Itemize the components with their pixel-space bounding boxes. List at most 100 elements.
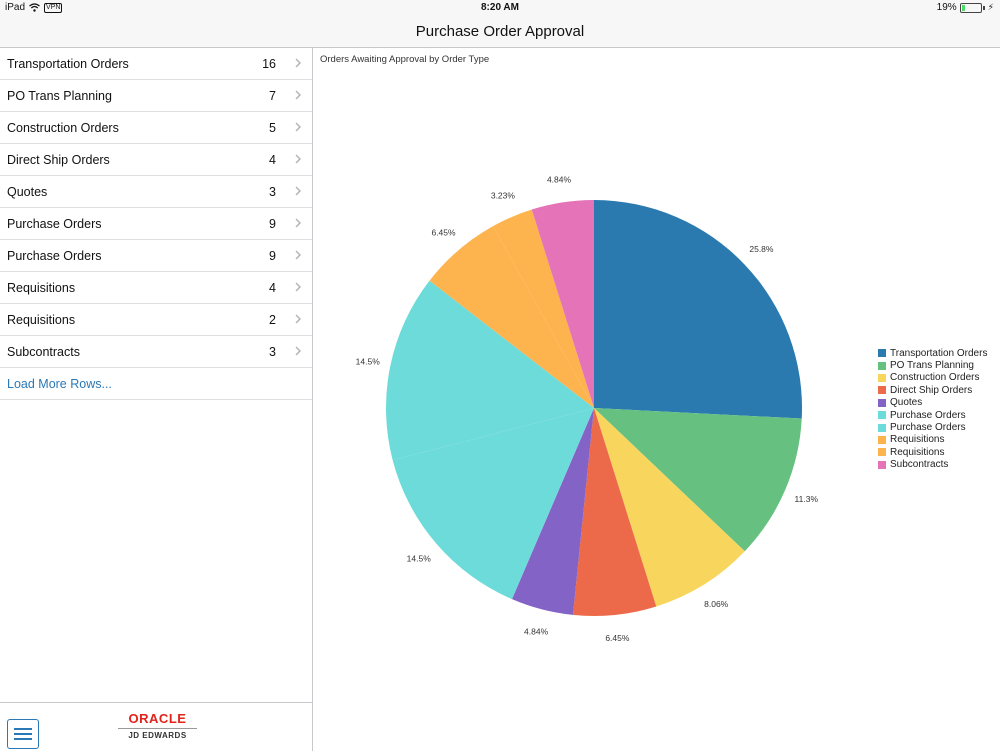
- legend-swatch: [878, 448, 886, 457]
- list-item-count: 2: [269, 312, 276, 327]
- chevron-right-icon: [295, 58, 301, 68]
- list-item-label: Requisitions: [7, 312, 76, 327]
- list-item-label: Construction Orders: [7, 120, 119, 135]
- legend-label: Transportation Orders: [890, 347, 988, 359]
- vpn-badge: VPN: [44, 2, 63, 13]
- pie-slice-label: 4.84%: [547, 175, 572, 185]
- legend-label: Requisitions: [890, 446, 945, 458]
- list-item-label: Purchase Orders: [7, 248, 102, 263]
- legend-item[interactable]: Construction Orders: [878, 372, 987, 384]
- list-item[interactable]: Construction Orders 5: [0, 112, 312, 144]
- legend-label: Purchase Orders: [890, 422, 966, 434]
- legend-swatch: [878, 435, 886, 444]
- legend-item[interactable]: PO Trans Planning: [878, 359, 987, 371]
- chart-title: Orders Awaiting Approval by Order Type: [320, 54, 490, 65]
- legend-label: Construction Orders: [890, 372, 980, 384]
- list-item-count: 4: [269, 280, 276, 295]
- chevron-right-icon: [295, 122, 301, 132]
- list-item[interactable]: Requisitions 4: [0, 272, 312, 304]
- battery-tip: [982, 5, 985, 10]
- legend-item[interactable]: Purchase Orders: [878, 421, 987, 433]
- status-right: 19% ⚡: [937, 2, 994, 13]
- list-item[interactable]: Purchase Orders 9: [0, 208, 312, 240]
- list-item-label: Quotes: [7, 184, 48, 199]
- pie-slice[interactable]: [429, 226, 594, 408]
- pie-slice[interactable]: [392, 408, 594, 600]
- list-item[interactable]: Transportation Orders 16: [0, 48, 312, 80]
- list-item-label: Subcontracts: [7, 344, 80, 359]
- pie-slice-label: 6.45%: [431, 228, 456, 238]
- order-type-list: Transportation Orders 16 PO Trans Planni…: [0, 48, 313, 702]
- pie-slice[interactable]: [594, 408, 802, 552]
- chevron-right-icon: [295, 186, 301, 196]
- charging-bolt-icon: ⚡: [987, 2, 994, 12]
- pie-slice[interactable]: [594, 408, 745, 607]
- list-item-count: 4: [269, 152, 276, 167]
- logo-divider: [118, 728, 197, 729]
- pie-slice-label: 4.84%: [524, 627, 549, 637]
- pie-slice[interactable]: [493, 209, 594, 408]
- chart-legend: Transportation Orders PO Trans Planning Co…: [878, 347, 987, 471]
- legend-item[interactable]: Requisitions: [878, 446, 987, 458]
- list-item[interactable]: Direct Ship Orders 4: [0, 144, 312, 176]
- pie-slice[interactable]: [531, 200, 594, 408]
- list-item-count: 3: [269, 344, 276, 359]
- legend-label: Subcontracts: [890, 459, 949, 471]
- chevron-right-icon: [295, 250, 301, 260]
- list-item[interactable]: Purchase Orders 9: [0, 240, 312, 272]
- legend-swatch: [878, 349, 886, 358]
- pie-slice-label: 8.06%: [704, 599, 729, 609]
- list-item-count: 9: [269, 216, 276, 231]
- legend-item[interactable]: Subcontracts: [878, 459, 987, 471]
- page-title: Purchase Order Approval: [415, 23, 585, 40]
- load-more-rows-link[interactable]: Load More Rows...: [0, 368, 312, 400]
- pie-slice[interactable]: [594, 200, 802, 419]
- legend-label: Direct Ship Orders: [890, 384, 973, 396]
- legend-label: Purchase Orders: [890, 409, 966, 421]
- chevron-right-icon: [295, 154, 301, 164]
- pie-slice[interactable]: [572, 408, 657, 616]
- pie-slice[interactable]: [511, 408, 594, 615]
- list-item[interactable]: PO Trans Planning 7: [0, 80, 312, 112]
- list-item-label: Direct Ship Orders: [7, 152, 110, 167]
- legend-swatch: [878, 411, 886, 420]
- list-item-label: PO Trans Planning: [7, 88, 112, 103]
- hamburger-menu-icon[interactable]: [7, 719, 39, 749]
- legend-label: Quotes: [890, 397, 923, 409]
- list-item[interactable]: Subcontracts 3: [0, 336, 312, 368]
- legend-item[interactable]: Requisitions: [878, 434, 987, 446]
- legend-item[interactable]: Quotes: [878, 397, 987, 409]
- battery-icon: [959, 2, 982, 13]
- pie-slice-label: 25.8%: [749, 244, 774, 254]
- status-time: 8:20 AM: [481, 2, 519, 13]
- list-item-count: 5: [269, 120, 276, 135]
- legend-swatch: [878, 398, 886, 407]
- chevron-right-icon: [295, 346, 301, 356]
- legend-swatch: [878, 373, 886, 382]
- list-item-count: 3: [269, 184, 276, 199]
- list-item-count: 16: [262, 56, 276, 71]
- legend-label: PO Trans Planning: [890, 360, 974, 372]
- legend-item[interactable]: Purchase Orders: [878, 409, 987, 421]
- list-item[interactable]: Quotes 3: [0, 176, 312, 208]
- chevron-right-icon: [295, 314, 301, 324]
- legend-swatch: [878, 361, 886, 370]
- logo-oracle-text: ORACLE: [128, 711, 187, 726]
- battery-level: [961, 4, 966, 11]
- list-item-count: 9: [269, 248, 276, 263]
- status-bar: iPad VPN 8:20 AM 19% ⚡: [0, 0, 1000, 16]
- legend-swatch: [878, 423, 886, 432]
- bottom-toolbar: ORACLE JD EDWARDS: [0, 702, 313, 751]
- legend-label: Requisitions: [890, 434, 945, 446]
- legend-item[interactable]: Transportation Orders: [878, 347, 987, 359]
- list-item[interactable]: Requisitions 2: [0, 304, 312, 336]
- logo-jde-text: JD EDWARDS: [128, 731, 187, 740]
- legend-item[interactable]: Direct Ship Orders: [878, 384, 987, 396]
- pie-slice-label: 14.5%: [407, 553, 432, 563]
- nav-bar: Purchase Order Approval: [0, 16, 1000, 48]
- list-item-label: Purchase Orders: [7, 216, 102, 231]
- pie-slice[interactable]: [386, 280, 594, 461]
- list-item-label: Transportation Orders: [7, 56, 129, 71]
- pie-slice-label: 6.45%: [605, 633, 630, 643]
- pie-slice-label: 11.3%: [795, 494, 819, 504]
